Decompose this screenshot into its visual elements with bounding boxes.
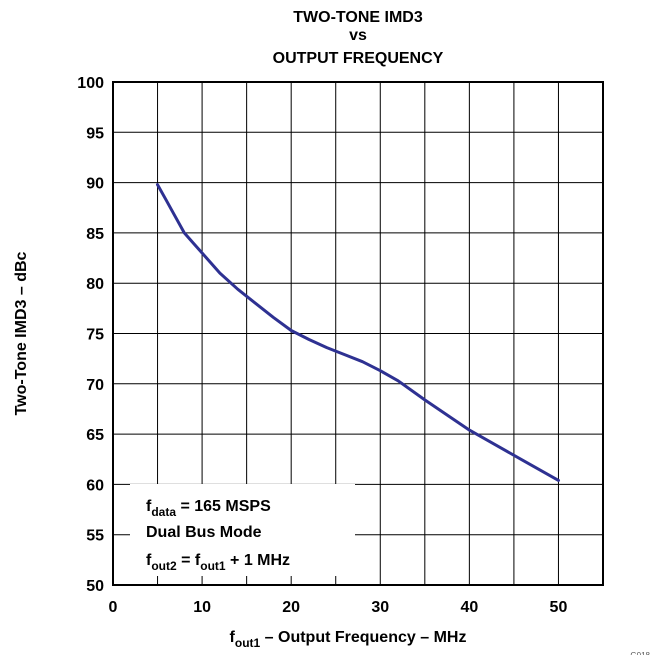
y-tick-label: 85: [86, 226, 104, 243]
annotation-line-0: fdata = 165 MSPS: [146, 498, 271, 519]
annotation-segment: = 165 MSPS: [176, 498, 271, 515]
series-line-0: [156, 183, 560, 482]
annotation-segment: f: [146, 552, 152, 569]
x-tick-label: 30: [371, 599, 389, 616]
x-tick-label: 40: [460, 599, 478, 616]
chart-title-line-2: OUTPUT FREQUENCY: [273, 50, 444, 67]
annotation-segment: + 1 MHz: [226, 552, 290, 569]
plot-frame: [112, 81, 604, 586]
y-tick-label: 65: [86, 427, 104, 444]
annotation-line-2: fout2 = fout1 + 1 MHz: [146, 552, 290, 573]
chart-title-line-1: vs: [349, 27, 367, 44]
annotation-segment: = f: [177, 552, 201, 569]
x-tick-label: 20: [282, 599, 300, 616]
y-tick-label: 95: [86, 125, 104, 142]
annotation-segment: out2: [151, 559, 177, 573]
x-tick-label: 50: [550, 599, 568, 616]
x-axis-label: fout1 – Output Frequency – MHz: [230, 629, 467, 650]
annotation-segment: data: [151, 505, 176, 519]
y-tick-label: 70: [86, 377, 104, 394]
y-tick-label: 90: [86, 176, 104, 193]
x-axis-label-main: f: [230, 629, 236, 646]
y-tick-label: 75: [86, 327, 104, 344]
chart-title-line-0: TWO-TONE IMD3: [293, 9, 423, 26]
y-tick-label: 100: [77, 75, 104, 92]
y-tick-label: 50: [86, 578, 104, 595]
annotation-segment: f: [146, 498, 152, 515]
annotation-segment: Dual Bus Mode: [146, 524, 262, 541]
x-tick-labels: 0 10 20 30 40 50: [109, 599, 568, 616]
annotation-background: [130, 484, 355, 576]
annotation-line-1: Dual Bus Mode: [146, 524, 262, 541]
y-axis-label: Two-Tone IMD3 – dBc: [13, 251, 30, 415]
x-axis-label-rest: – Output Frequency – MHz: [260, 629, 466, 646]
y-tick-label: 55: [86, 528, 104, 545]
figure-id: G018: [630, 651, 650, 655]
y-tick-labels: 50 55 60 65 70 75 80 85 90 95 100: [77, 75, 104, 595]
x-tick-label: 0: [109, 599, 118, 616]
x-tick-label: 10: [193, 599, 211, 616]
annotation-segment: out1: [200, 559, 226, 573]
y-tick-label: 60: [86, 477, 104, 494]
series: [156, 183, 560, 482]
x-axis-label-sub: out1: [235, 636, 261, 650]
y-tick-label: 80: [86, 276, 104, 293]
